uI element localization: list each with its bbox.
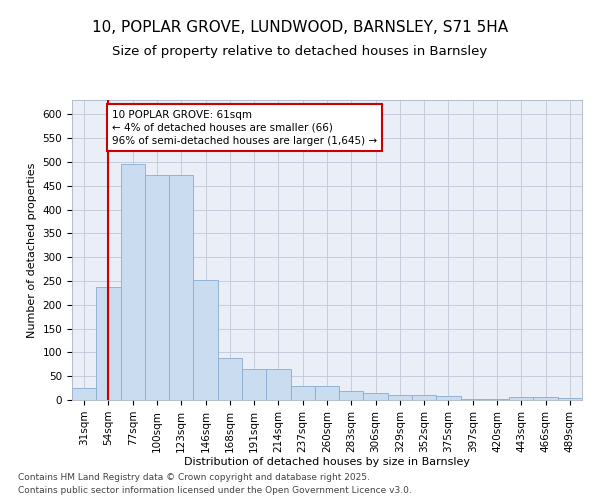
Text: Contains public sector information licensed under the Open Government Licence v3: Contains public sector information licen… — [18, 486, 412, 495]
Bar — [364, 394, 388, 400]
Bar — [72, 388, 96, 400]
Bar — [436, 396, 461, 400]
Y-axis label: Number of detached properties: Number of detached properties — [27, 162, 37, 338]
X-axis label: Distribution of detached houses by size in Barnsley: Distribution of detached houses by size … — [184, 458, 470, 468]
Bar — [169, 175, 193, 400]
Bar — [461, 398, 485, 400]
Bar — [388, 395, 412, 400]
Bar — [266, 369, 290, 400]
Text: Size of property relative to detached houses in Barnsley: Size of property relative to detached ho… — [112, 45, 488, 58]
Bar — [509, 397, 533, 400]
Bar — [96, 286, 121, 400]
Bar — [558, 398, 582, 400]
Bar — [145, 175, 169, 400]
Bar — [339, 392, 364, 400]
Text: Contains HM Land Registry data © Crown copyright and database right 2025.: Contains HM Land Registry data © Crown c… — [18, 474, 370, 482]
Text: 10, POPLAR GROVE, LUNDWOOD, BARNSLEY, S71 5HA: 10, POPLAR GROVE, LUNDWOOD, BARNSLEY, S7… — [92, 20, 508, 35]
Text: 10 POPLAR GROVE: 61sqm
← 4% of detached houses are smaller (66)
96% of semi-deta: 10 POPLAR GROVE: 61sqm ← 4% of detached … — [112, 110, 377, 146]
Bar — [485, 398, 509, 400]
Bar — [193, 280, 218, 400]
Bar — [121, 164, 145, 400]
Bar — [412, 395, 436, 400]
Bar — [218, 358, 242, 400]
Bar — [242, 369, 266, 400]
Bar — [533, 397, 558, 400]
Bar — [315, 386, 339, 400]
Bar — [290, 386, 315, 400]
